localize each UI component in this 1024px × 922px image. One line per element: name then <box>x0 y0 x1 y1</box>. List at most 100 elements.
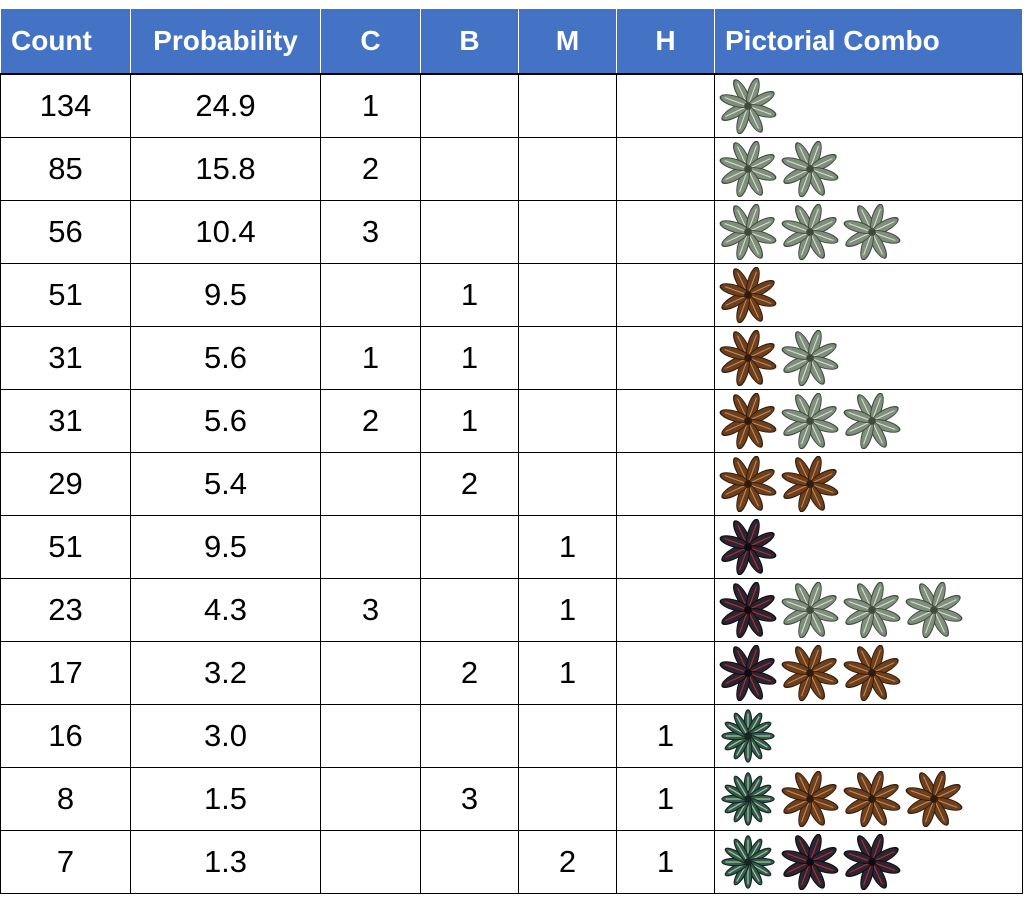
cell: 2 <box>320 137 421 201</box>
pictorial-cell <box>714 830 1023 894</box>
empty-cell <box>320 515 421 579</box>
column-header: M <box>518 8 617 75</box>
cell: 2 <box>518 830 617 894</box>
cell: 5.4 <box>130 452 321 516</box>
empty-cell <box>420 200 519 264</box>
cell: 29 <box>0 452 131 516</box>
table-row: 31 5.6 1 1 <box>0 326 1023 390</box>
table-body: 134 24.9 1 85 15.8 2 56 10.4 3 51 9.5 1 31 5.6 1 1 31 5.6… <box>0 73 1023 894</box>
flower-icon <box>719 140 777 198</box>
cell: 1 <box>420 263 519 327</box>
cell: 1 <box>518 641 617 705</box>
cell: 51 <box>0 515 131 579</box>
cell: 9.5 <box>130 515 321 579</box>
cell: 1 <box>518 515 617 579</box>
cell: 23 <box>0 578 131 642</box>
pictorial-cell <box>714 73 1023 138</box>
flower-icon <box>719 266 777 324</box>
empty-cell <box>320 704 421 768</box>
table-row: 134 24.9 1 <box>0 73 1023 138</box>
cell: 7 <box>0 830 131 894</box>
flower-icon <box>781 392 839 450</box>
cell: 1.3 <box>130 830 321 894</box>
pictorial-cell <box>714 137 1023 201</box>
flower-icon <box>843 770 901 828</box>
empty-cell <box>320 263 421 327</box>
cell: 1 <box>320 326 421 390</box>
flower-icon <box>843 203 901 261</box>
empty-cell <box>518 137 617 201</box>
cell: 1.5 <box>130 767 321 831</box>
cell: 5.6 <box>130 389 321 453</box>
cell: 1 <box>616 830 715 894</box>
empty-cell <box>320 767 421 831</box>
cell: 134 <box>0 73 131 138</box>
empty-cell <box>320 641 421 705</box>
table-row: 85 15.8 2 <box>0 137 1023 201</box>
flower-icon <box>781 833 839 891</box>
pictorial-cell <box>714 263 1023 327</box>
flower-icon <box>843 581 901 639</box>
pictorial-cell <box>714 641 1023 705</box>
empty-cell <box>420 830 519 894</box>
flower-icon <box>781 581 839 639</box>
cell: 1 <box>616 704 715 768</box>
pictorial-cell <box>714 389 1023 453</box>
empty-cell <box>616 389 715 453</box>
cell: 10.4 <box>130 200 321 264</box>
cell: 15.8 <box>130 137 321 201</box>
flower-icon <box>781 203 839 261</box>
column-header: C <box>320 8 421 75</box>
column-header: Pictorial Combo <box>714 8 1023 75</box>
table-row: 8 1.5 3 1 <box>0 767 1023 831</box>
cell: 4.3 <box>130 578 321 642</box>
cell: 51 <box>0 263 131 327</box>
empty-cell <box>616 200 715 264</box>
cell: 3 <box>420 767 519 831</box>
empty-cell <box>616 452 715 516</box>
flower-icon <box>719 329 777 387</box>
cell: 56 <box>0 200 131 264</box>
flower-icon <box>719 77 777 135</box>
pictorial-cell <box>714 515 1023 579</box>
empty-cell <box>518 73 617 138</box>
flower-icon <box>905 770 963 828</box>
column-header: Probability <box>130 8 321 75</box>
flower-icon <box>719 518 777 576</box>
pictorial-cell <box>714 200 1023 264</box>
cell: 1 <box>518 578 617 642</box>
empty-cell <box>420 578 519 642</box>
empty-cell <box>320 452 421 516</box>
pictorial-cell <box>714 578 1023 642</box>
empty-cell <box>616 515 715 579</box>
pictorial-cell <box>714 452 1023 516</box>
empty-cell <box>616 137 715 201</box>
cell: 2 <box>320 389 421 453</box>
table-row: 23 4.3 3 1 <box>0 578 1023 642</box>
column-header: H <box>616 8 715 75</box>
cell: 2 <box>420 452 519 516</box>
empty-cell <box>616 73 715 138</box>
cell: 24.9 <box>130 73 321 138</box>
cell: 85 <box>0 137 131 201</box>
flower-icon <box>843 644 901 702</box>
table-row: 29 5.4 2 <box>0 452 1023 516</box>
cell: 1 <box>320 73 421 138</box>
flower-icon <box>721 772 775 826</box>
empty-cell <box>518 704 617 768</box>
empty-cell <box>616 578 715 642</box>
empty-cell <box>616 263 715 327</box>
flower-icon <box>719 581 777 639</box>
empty-cell <box>518 767 617 831</box>
table-row: 16 3.0 1 <box>0 704 1023 768</box>
cell: 17 <box>0 641 131 705</box>
cell: 31 <box>0 326 131 390</box>
table-row: 31 5.6 2 1 <box>0 389 1023 453</box>
flower-icon <box>781 329 839 387</box>
empty-cell <box>518 263 617 327</box>
empty-cell <box>616 641 715 705</box>
empty-cell <box>320 830 421 894</box>
empty-cell <box>518 326 617 390</box>
flower-icon <box>905 581 963 639</box>
flower-icon <box>719 392 777 450</box>
